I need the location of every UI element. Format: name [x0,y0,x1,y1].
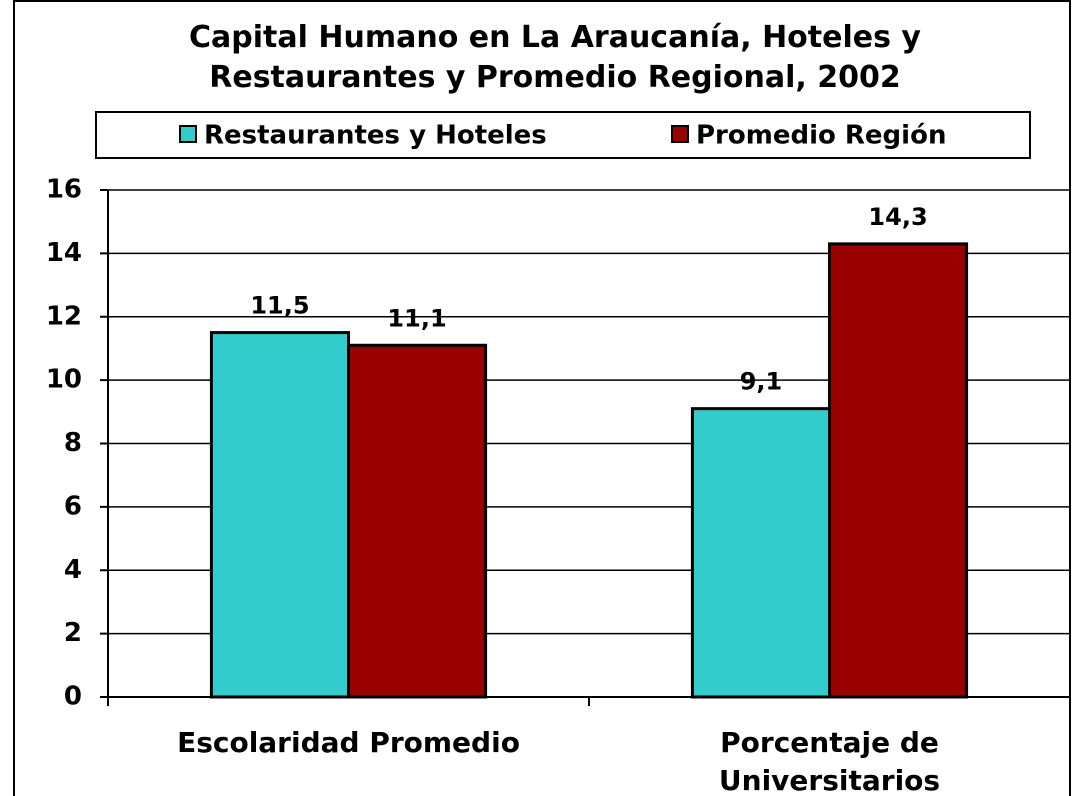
value-label: 9,1 [740,368,783,396]
y-tick-label: 4 [64,555,82,585]
value-label: 11,1 [387,304,446,332]
y-tick-label: 8 [64,428,82,458]
bar [828,242,969,699]
legend-label: Promedio Región [696,121,946,151]
x-tick-label: Escolaridad Promedio [177,726,520,759]
bar [347,343,488,699]
legend-swatch [179,125,197,143]
y-tick-label: 2 [64,618,82,648]
legend-swatch [671,125,689,143]
y-tick-label: 0 [64,682,82,712]
value-label: 14,3 [868,203,927,231]
y-tick-label: 14 [46,238,82,268]
y-tick-label: 16 [46,175,82,205]
x-tick-label: Porcentaje de Universitarios [718,726,941,796]
y-tick-label: 10 [46,365,82,395]
value-label: 11,5 [250,292,309,320]
y-tick-label: 12 [46,301,82,331]
legend-label: Restaurantes y Hoteles [204,121,547,151]
bar [209,331,350,699]
chart-title: Capital Humano en La Araucanía, Hoteles … [189,20,921,95]
bar [690,407,831,699]
y-tick-label: 6 [64,491,82,521]
legend-box [95,111,1031,159]
